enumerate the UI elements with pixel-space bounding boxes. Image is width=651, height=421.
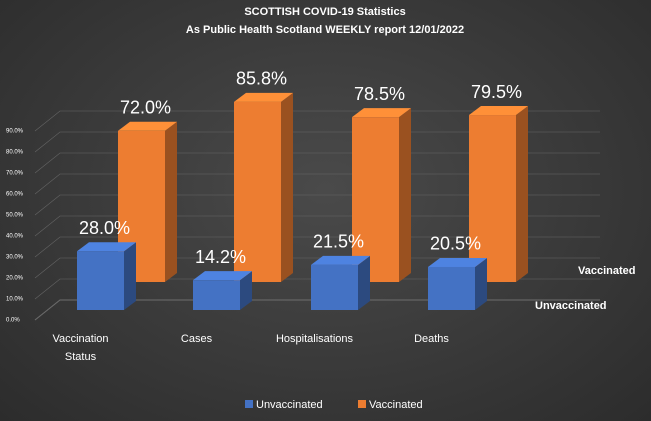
bar-top: [428, 257, 487, 267]
bar: [77, 251, 124, 310]
bar-side: [281, 92, 293, 282]
bar-side: [124, 242, 136, 310]
y-tick-label: 30.0%: [6, 255, 24, 261]
y-tick-label: 20.0%: [6, 276, 24, 282]
bar: [428, 266, 475, 310]
bar-top: [234, 92, 293, 102]
y-tick-label: 40.0%: [6, 234, 24, 240]
bar-top: [77, 242, 136, 252]
y-tick-label: 10.0%: [6, 297, 24, 303]
bar-side: [516, 106, 528, 282]
legend-label: Vaccinated: [369, 399, 423, 411]
x-tick-label: Cases: [180, 333, 213, 345]
depth-label: Vaccinated: [578, 265, 635, 277]
bar-side: [240, 271, 252, 310]
grid-line: [34, 257, 600, 279]
bar-top: [469, 106, 528, 116]
x-tick-label: Vaccination Status: [52, 333, 109, 363]
bar: [311, 264, 358, 310]
grid-line: [34, 152, 600, 174]
bar-top: [311, 255, 370, 265]
bar-top: [193, 271, 252, 281]
depth-label: Unvaccinated: [535, 300, 607, 312]
bar-side: [475, 257, 487, 310]
value-label: 79.5%: [471, 82, 522, 102]
value-label: 14.2%: [195, 247, 246, 267]
bar: [352, 117, 399, 283]
y-tick-label: 0.0%: [6, 318, 20, 324]
value-label: 21.5%: [313, 232, 364, 252]
grid-line: [34, 173, 600, 195]
chart-subtitle: As Public Health Scotland WEEKLY report …: [186, 24, 464, 36]
y-tick-label: 50.0%: [6, 213, 24, 219]
bar-side: [358, 255, 370, 310]
y-tick-label: 80.0%: [6, 150, 24, 156]
legend-swatch: [245, 400, 253, 408]
y-tick-label: 90.0%: [6, 129, 24, 135]
bar: [469, 115, 516, 282]
legend-label: Unvaccinated: [256, 399, 323, 411]
value-label: 28.0%: [79, 218, 130, 238]
grid-line: [34, 278, 600, 300]
legend-swatch: [358, 400, 366, 408]
grid-line: [34, 110, 600, 132]
value-label: 72.0%: [120, 98, 171, 118]
bar-top: [118, 121, 177, 131]
x-tick-label: Hospitalisations: [275, 333, 354, 345]
grid-line: [34, 236, 600, 258]
grid-line: [34, 194, 600, 216]
value-label: 20.5%: [430, 234, 481, 254]
grid-line: [34, 299, 600, 321]
chart-title: SCOTTISH COVID-19 Statistics: [244, 6, 405, 18]
y-tick-label: 60.0%: [6, 192, 24, 198]
value-label: 78.5%: [354, 84, 405, 104]
x-tick-label: Deaths: [414, 333, 449, 345]
value-label: 85.8%: [236, 69, 287, 89]
bar: [193, 280, 240, 310]
bar-top: [352, 108, 411, 118]
y-tick-label: 70.0%: [6, 171, 24, 177]
bar-side: [399, 108, 411, 283]
bar: [234, 101, 281, 282]
grid-line: [34, 215, 600, 237]
grid-line: [34, 131, 600, 153]
bar-side: [165, 121, 177, 282]
